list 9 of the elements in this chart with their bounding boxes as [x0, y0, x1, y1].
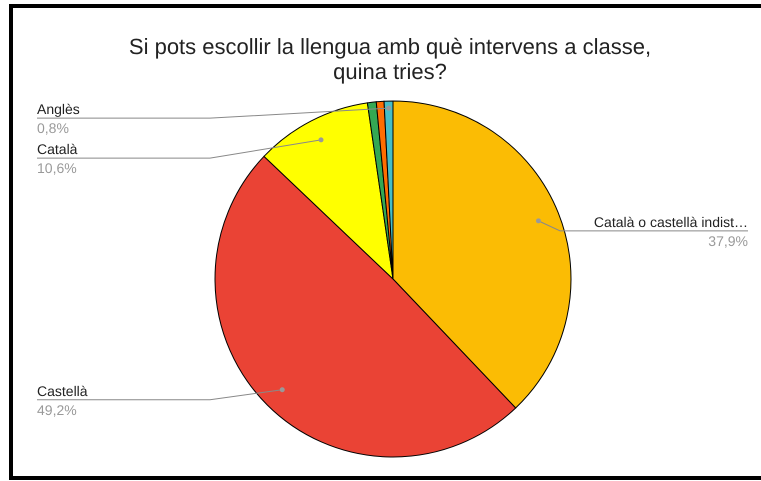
slice-label: Anglès: [37, 101, 80, 118]
data-label: 0,8%: [37, 120, 69, 136]
slice-label: Català: [37, 141, 78, 158]
data-label: 37,9%: [708, 232, 748, 249]
data-label: 10,6%: [37, 160, 77, 176]
chart-title: Si pots escollir la llengua amb què intervens a classe, quina tries?: [128, 34, 652, 84]
data-label: 49,2%: [37, 402, 77, 418]
slice-label: Català o castellà indist…: [594, 214, 748, 230]
slice-label: Castellà: [37, 382, 88, 399]
